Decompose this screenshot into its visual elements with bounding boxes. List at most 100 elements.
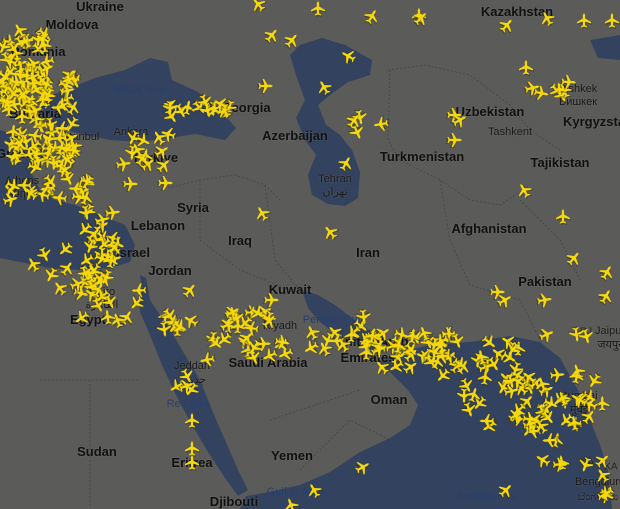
airplane-icon[interactable] (161, 99, 177, 116)
airplane-icon[interactable] (9, 135, 30, 156)
airplane-icon[interactable] (304, 480, 325, 501)
airplane-icon[interactable] (5, 95, 24, 113)
airplane-icon[interactable] (76, 249, 98, 270)
airplane-icon[interactable] (138, 148, 155, 165)
airplane-icon[interactable] (59, 69, 79, 89)
airplane-icon[interactable] (61, 112, 82, 134)
airplane-icon[interactable] (185, 413, 200, 429)
airplane-icon[interactable] (68, 180, 85, 197)
airplane-icon[interactable] (501, 371, 519, 390)
airplane-icon[interactable] (559, 74, 577, 91)
airplane-icon[interactable] (506, 358, 525, 378)
airplane-icon[interactable] (27, 127, 45, 144)
airplane-icon[interactable] (520, 415, 539, 434)
airplane-icon[interactable] (15, 78, 36, 99)
airplane-icon[interactable] (567, 325, 584, 343)
airplane-icon[interactable] (595, 286, 616, 307)
airplane-icon[interactable] (158, 304, 179, 326)
airplane-icon[interactable] (5, 75, 21, 92)
airplane-icon[interactable] (69, 189, 87, 207)
airplane-icon[interactable] (456, 387, 472, 404)
airplane-icon[interactable] (100, 309, 117, 327)
airplane-icon[interactable] (39, 141, 57, 157)
airplane-icon[interactable] (455, 375, 476, 396)
airplane-icon[interactable] (181, 310, 202, 331)
airplane-icon[interactable] (10, 123, 30, 144)
airplane-icon[interactable] (41, 115, 58, 133)
airplane-icon[interactable] (359, 345, 375, 362)
airplane-icon[interactable] (10, 55, 30, 75)
airplane-icon[interactable] (10, 20, 31, 41)
airplane-icon[interactable] (519, 60, 534, 76)
airplane-icon[interactable] (432, 364, 454, 386)
airplane-icon[interactable] (551, 457, 568, 473)
airplane-icon[interactable] (1, 101, 17, 119)
airplane-icon[interactable] (479, 413, 496, 429)
airplane-icon[interactable] (320, 221, 342, 243)
airplane-icon[interactable] (83, 224, 105, 246)
airplane-icon[interactable] (77, 203, 94, 221)
airplane-icon[interactable] (24, 76, 41, 93)
airplane-icon[interactable] (554, 454, 571, 472)
airplane-icon[interactable] (63, 98, 84, 119)
airplane-icon[interactable] (56, 258, 78, 280)
airplane-icon[interactable] (91, 249, 111, 268)
airplane-icon[interactable] (12, 66, 30, 83)
airplane-icon[interactable] (508, 399, 530, 421)
airplane-icon[interactable] (252, 203, 273, 224)
airplane-icon[interactable] (548, 367, 565, 384)
airplane-icon[interactable] (390, 337, 408, 356)
airplane-icon[interactable] (535, 381, 556, 401)
airplane-icon[interactable] (576, 454, 596, 474)
airplane-icon[interactable] (576, 326, 595, 345)
airplane-icon[interactable] (72, 182, 92, 202)
airplane-icon[interactable] (414, 346, 435, 366)
airplane-icon[interactable] (372, 356, 394, 378)
airplane-icon[interactable] (542, 432, 559, 448)
airplane-icon[interactable] (26, 142, 46, 163)
airplane-icon[interactable] (494, 290, 515, 311)
airplane-icon[interactable] (44, 123, 62, 140)
airplane-icon[interactable] (482, 353, 503, 375)
airplane-icon[interactable] (464, 385, 483, 405)
airplane-icon[interactable] (431, 330, 452, 351)
airplane-icon[interactable] (540, 394, 561, 414)
airplane-icon[interactable] (79, 265, 98, 283)
airplane-icon[interactable] (469, 392, 491, 414)
airplane-icon[interactable] (67, 275, 88, 295)
airplane-icon[interactable] (34, 244, 54, 265)
airplane-icon[interactable] (514, 180, 535, 201)
airplane-icon[interactable] (489, 285, 505, 300)
airplane-icon[interactable] (329, 332, 346, 348)
airplane-icon[interactable] (211, 94, 232, 114)
airplane-icon[interactable] (370, 337, 389, 356)
airplane-icon[interactable] (420, 351, 442, 373)
airplane-icon[interactable] (2, 37, 23, 59)
airplane-icon[interactable] (179, 99, 197, 118)
airplane-icon[interactable] (533, 449, 555, 470)
airplane-icon[interactable] (244, 336, 265, 358)
airplane-icon[interactable] (520, 377, 539, 397)
airplane-icon[interactable] (185, 455, 200, 471)
airplane-icon[interactable] (7, 74, 25, 91)
airplane-icon[interactable] (552, 81, 569, 99)
airplane-icon[interactable] (566, 414, 583, 432)
airplane-icon[interactable] (99, 291, 119, 312)
airplane-icon[interactable] (33, 185, 53, 204)
airplane-icon[interactable] (31, 117, 49, 135)
airplane-icon[interactable] (92, 211, 111, 230)
airplane-icon[interactable] (605, 13, 620, 29)
airplane-icon[interactable] (391, 325, 411, 344)
airplane-icon[interactable] (246, 302, 268, 323)
airplane-icon[interactable] (38, 52, 57, 71)
airplane-icon[interactable] (488, 343, 510, 365)
airplane-icon[interactable] (0, 191, 20, 210)
airplane-icon[interactable] (131, 282, 148, 298)
airplane-icon[interactable] (578, 387, 600, 408)
airplane-icon[interactable] (108, 311, 128, 331)
airplane-icon[interactable] (459, 399, 478, 419)
airplane-icon[interactable] (1, 52, 21, 71)
airplane-icon[interactable] (446, 133, 462, 148)
airplane-icon[interactable] (417, 331, 437, 352)
airplane-icon[interactable] (243, 305, 260, 321)
